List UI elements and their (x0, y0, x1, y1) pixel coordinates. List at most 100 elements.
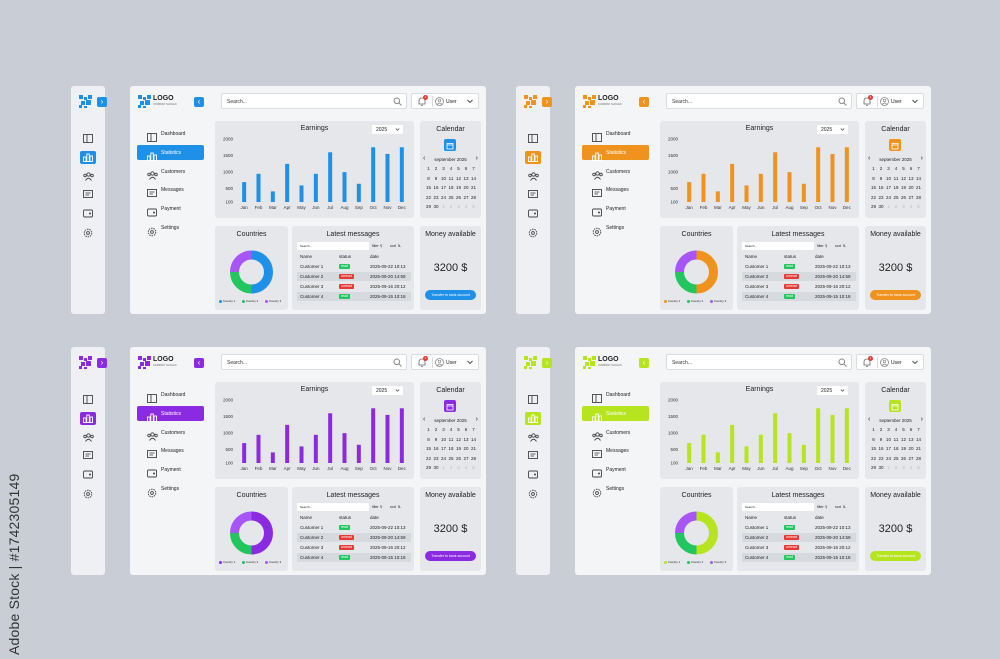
bar[interactable] (687, 182, 692, 202)
bar[interactable] (801, 444, 806, 463)
calendar-day[interactable]: 1 (872, 427, 875, 432)
calendar-day[interactable]: 20 (908, 185, 914, 190)
sort-icon[interactable]: ⇅ (843, 505, 846, 509)
calendar-day[interactable]: 11 (893, 436, 899, 442)
calendar-day[interactable]: 14 (470, 175, 476, 181)
calendar-day[interactable]: 3 (442, 166, 445, 171)
calendar-day[interactable]: 24 (885, 194, 891, 200)
calendar-day[interactable]: 9 (879, 436, 883, 442)
bar[interactable] (328, 413, 333, 463)
calendar-day[interactable]: 13 (463, 175, 469, 181)
calendar-day[interactable]: 9 (434, 436, 438, 442)
dashboard-icon-button[interactable] (525, 132, 541, 145)
calendar-day[interactable]: 5 (917, 465, 920, 470)
user-menu[interactable]: 1 User (856, 93, 924, 109)
calendar-day[interactable]: 7 (472, 427, 475, 432)
calendar-day[interactable]: 20 (908, 446, 914, 451)
prev-month-button[interactable]: ‹ (423, 155, 426, 162)
settings-icon-button[interactable] (525, 226, 541, 239)
calendar-day[interactable]: 6 (464, 427, 468, 432)
calendar-icon[interactable] (444, 139, 456, 151)
sidebar-item-customers[interactable]: Customers (137, 425, 204, 441)
calendar-day[interactable]: 1 (887, 204, 890, 209)
calendar-icon[interactable] (889, 400, 901, 412)
sidebar-item-payment[interactable]: Payment (582, 201, 649, 217)
bar[interactable] (758, 434, 763, 463)
donut-slice[interactable] (230, 250, 252, 273)
bar[interactable] (801, 183, 806, 202)
calendar-day[interactable]: 17 (885, 446, 891, 451)
bar[interactable] (687, 443, 692, 463)
payment-icon-button[interactable] (80, 468, 96, 481)
prev-month-button[interactable]: ‹ (868, 416, 871, 423)
calendar-day[interactable]: 3 (902, 204, 905, 209)
calendar-day[interactable]: 23 (433, 194, 439, 200)
calendar-day[interactable]: 24 (885, 455, 891, 461)
bell-icon[interactable] (863, 358, 871, 367)
calendar-day[interactable]: 18 (448, 446, 454, 451)
filter-icon[interactable]: ⚲ (825, 244, 828, 248)
sidebar-item-statistics[interactable]: Statistics (582, 144, 649, 161)
calendar-day[interactable]: 30 (433, 465, 439, 470)
sidebar-item-dashboard[interactable]: Dashboard (137, 387, 204, 403)
filter-button[interactable]: filter (817, 505, 824, 509)
calendar-day[interactable]: 13 (908, 436, 914, 442)
calendar-day[interactable]: 11 (448, 436, 454, 442)
bar[interactable] (730, 163, 735, 202)
calendar-day[interactable]: 21 (915, 446, 921, 451)
calendar-day[interactable]: 2 (434, 427, 438, 432)
bar[interactable] (256, 434, 261, 463)
calendar-day[interactable]: 4 (909, 204, 913, 209)
calendar-day[interactable]: 17 (440, 446, 446, 451)
sort-button[interactable]: sort (835, 244, 841, 248)
calendar-day[interactable]: 30 (878, 204, 884, 209)
bar[interactable] (830, 414, 835, 463)
calendar-day[interactable]: 12 (455, 436, 461, 442)
year-select[interactable]: 2025 (817, 386, 848, 395)
bar[interactable] (844, 147, 849, 202)
calendar-day[interactable]: 12 (900, 436, 906, 442)
calendar-day[interactable]: 28 (470, 455, 476, 461)
messages-icon-button[interactable] (80, 449, 96, 462)
calendar-day[interactable]: 19 (455, 185, 461, 190)
calendar-day[interactable]: 27 (908, 194, 914, 200)
sort-icon[interactable]: ⇅ (398, 505, 401, 509)
filter-icon[interactable]: ⚲ (825, 505, 828, 509)
donut-slice[interactable] (251, 250, 273, 294)
calendar-day[interactable]: 15 (870, 185, 876, 190)
sidebar-item-dashboard[interactable]: Dashboard (137, 126, 204, 142)
calendar-day[interactable]: 4 (464, 204, 468, 209)
calendar-day[interactable]: 4 (449, 427, 453, 432)
table-row[interactable]: Customer 1 read 2025-09-22 10:13 (297, 262, 411, 271)
calendar-day[interactable]: 3 (457, 204, 460, 209)
statistics-icon-button[interactable] (525, 150, 541, 164)
bar[interactable] (342, 433, 347, 463)
sidebar-item-messages[interactable]: Messages (582, 443, 649, 459)
dashboard-icon-button[interactable] (525, 393, 541, 406)
transfer-button[interactable]: Transfer to bank account (870, 290, 921, 300)
next-month-button[interactable]: › (920, 416, 923, 423)
statistics-icon-button[interactable] (80, 150, 96, 164)
calendar-day[interactable]: 27 (463, 194, 469, 200)
table-row[interactable]: Customer 2 unread 2025-09-20 14:59 (742, 533, 856, 542)
collapse-sidebar-button[interactable]: ‹ (639, 97, 649, 107)
bar[interactable] (715, 191, 720, 202)
user-menu[interactable]: 1 User (411, 354, 479, 370)
bar[interactable] (385, 414, 390, 463)
donut-slice[interactable] (696, 250, 718, 294)
bell-icon[interactable] (418, 358, 426, 367)
donut-slice[interactable] (230, 511, 252, 534)
table-row[interactable]: Customer 4 read 2025-09-15 10:18 (297, 292, 411, 301)
calendar-day[interactable]: 3 (887, 166, 890, 171)
bar[interactable] (758, 173, 763, 202)
calendar-day[interactable]: 26 (455, 194, 461, 200)
calendar-day[interactable]: 29 (870, 465, 876, 470)
calendar-day[interactable]: 22 (425, 194, 431, 200)
payment-icon-button[interactable] (80, 207, 96, 220)
calendar-day[interactable]: 26 (900, 455, 906, 461)
expand-sidebar-button[interactable]: › (542, 97, 552, 107)
calendar-day[interactable]: 21 (915, 185, 921, 190)
settings-icon-button[interactable] (525, 487, 541, 500)
bar[interactable] (242, 443, 247, 463)
calendar-day[interactable]: 3 (902, 465, 905, 470)
